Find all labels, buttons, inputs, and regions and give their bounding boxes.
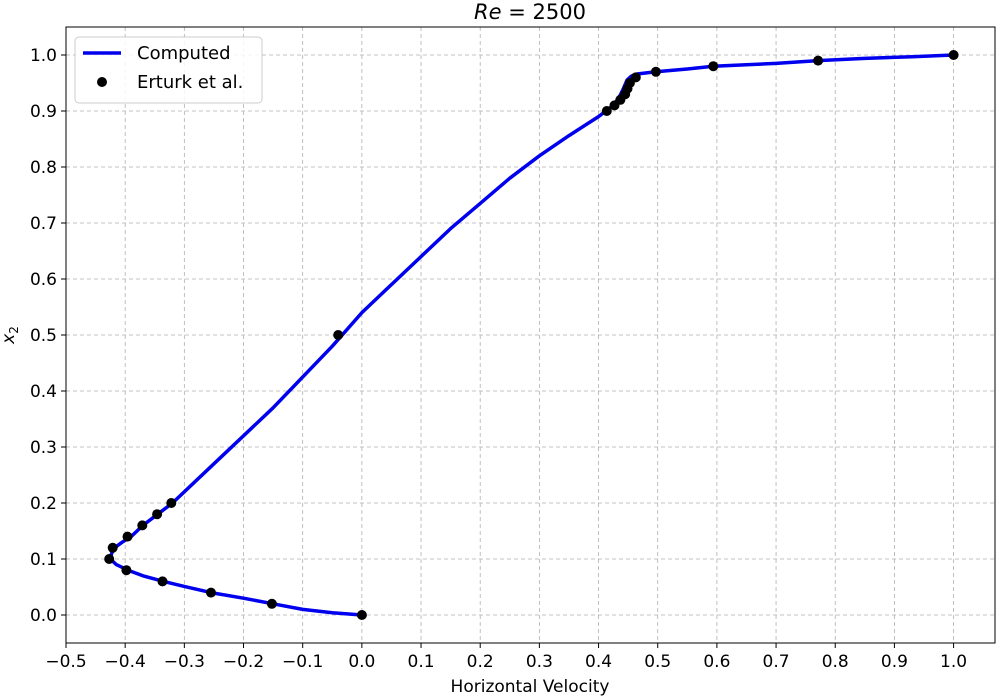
x-tick-label: 0.7 [763, 652, 790, 672]
x-tick-label: 0.3 [526, 652, 553, 672]
y-tick-label: 0.4 [30, 382, 57, 402]
x-tick-label: −0.4 [105, 652, 146, 672]
erturk-data-point [708, 61, 719, 72]
erturk-data-point [356, 610, 367, 620]
x-tick-label: 0.8 [822, 652, 849, 672]
erturk-data-point [266, 598, 277, 609]
legend: Computed Erturk et al. [74, 36, 263, 104]
x-tick-label: −0.1 [282, 652, 323, 672]
erturk-data-point [166, 498, 177, 508]
erturk-data-point [104, 554, 115, 564]
legend-box [74, 36, 263, 104]
erturk-data-point [107, 542, 118, 553]
y-tick-label: 0.6 [30, 270, 57, 290]
y-tick-label: 0.5 [30, 326, 57, 346]
legend-erturk-swatch [97, 77, 107, 87]
erturk-data-point [122, 531, 133, 542]
legend-computed-label: Computed [137, 43, 231, 64]
x-tick-label: −0.3 [164, 652, 205, 672]
x-tick-label: 0.9 [881, 652, 908, 672]
x-tick-label: 0.5 [644, 652, 671, 672]
y-tick-label: 1.0 [30, 46, 57, 66]
x-tick-label: 0.1 [408, 652, 435, 672]
y-tick-label: 0.1 [30, 550, 57, 570]
legend-erturk-label: Erturk et al. [137, 72, 243, 93]
erturk-data-point [948, 50, 959, 60]
erturk-data-point [157, 576, 168, 587]
y-tick-label: 0.2 [30, 494, 57, 514]
x-axis-label: Horizontal Velocity [451, 677, 610, 697]
erturk-data-point [121, 565, 132, 576]
x-tick-label: −0.5 [45, 652, 86, 672]
y-tick-label: 0.9 [30, 102, 57, 122]
erturk-data-point [630, 72, 641, 83]
y-tick-label: 0.0 [30, 606, 57, 626]
erturk-data-point [650, 66, 661, 77]
x-tick-label: 0.2 [467, 652, 494, 672]
x-tick-label: −0.2 [223, 652, 264, 672]
x-tick-label: 0.6 [703, 652, 730, 672]
erturk-data-point [137, 520, 148, 531]
computed-line [108, 53, 956, 617]
y-axis-label: x2 [0, 326, 21, 345]
y-tick-label: 0.7 [30, 214, 57, 234]
chart-title: Re = 2500 [474, 0, 586, 24]
erturk-data-point [601, 106, 612, 116]
x-tick-label: 1.0 [940, 652, 967, 672]
y-tick-label: 0.8 [30, 158, 57, 178]
x-tick-label: 0.0 [348, 652, 375, 672]
x-tick-label: 0.4 [585, 652, 612, 672]
erturk-data-point [206, 587, 216, 598]
erturk-data-point [813, 55, 824, 66]
erturk-data-point [333, 330, 344, 340]
ticks: −0.5 −0.4 −0.3 −0.2 −0.1 0.0 0.1 0.2 0.3 0.4 0.5 0.… [30, 46, 967, 672]
plot-series [104, 50, 959, 620]
erturk-data-point [152, 509, 163, 520]
y-tick-label: 0.3 [30, 438, 57, 458]
